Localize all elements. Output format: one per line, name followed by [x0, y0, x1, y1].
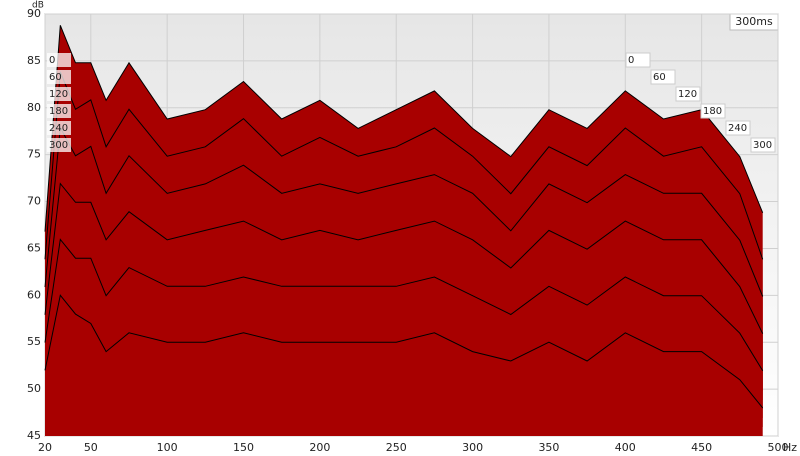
x-tick-label: 100	[157, 441, 178, 454]
x-tick-label: 300	[462, 441, 483, 454]
depth-label-box	[650, 69, 676, 85]
depth-tick-label: 0	[49, 55, 55, 66]
y-tick-label: 70	[27, 195, 41, 208]
depth-label-box	[47, 53, 71, 67]
slice-line	[44, 71, 764, 260]
depth-label-box	[725, 120, 751, 136]
depth-label-box	[47, 87, 71, 101]
y-axis-label: dB	[32, 1, 44, 11]
depth-label-box	[700, 103, 726, 119]
depth-tick-label: 240	[728, 123, 747, 134]
depth-label-box	[47, 70, 71, 84]
x-tick-label: 500	[768, 441, 789, 454]
x-tick-label: 50	[84, 441, 98, 454]
depth-label-box	[625, 52, 651, 68]
x-tick-label: 250	[386, 441, 407, 454]
x-tick-label: 400	[615, 441, 636, 454]
depth-label-box	[47, 104, 71, 118]
slice-line	[44, 294, 764, 409]
depth-tick-label: 120	[678, 89, 697, 100]
depth-label-box	[750, 137, 776, 153]
x-tick-label: 20	[38, 441, 52, 454]
x-tick-label: 200	[309, 441, 330, 454]
depth-label-box	[47, 121, 71, 135]
y-tick-label: 65	[27, 241, 41, 254]
depth-tick-label: 240	[49, 123, 68, 134]
y-tick-label: 80	[27, 101, 41, 114]
depth-tick-label: 120	[49, 89, 68, 100]
x-tick-label: 450	[691, 441, 712, 454]
depth-tick-label: 300	[753, 140, 772, 151]
depth-tick-label: 180	[49, 106, 68, 117]
depth-tick-label: 300	[49, 140, 68, 151]
y-tick-label: 50	[27, 382, 41, 395]
time-label: 300ms	[735, 15, 773, 28]
y-tick-label: 45	[27, 429, 41, 442]
y-tick-label: 85	[27, 54, 41, 67]
x-tick-label: 350	[538, 441, 559, 454]
slice-line	[44, 25, 764, 232]
y-tick-label: 55	[27, 335, 41, 348]
depth-tick-label: 180	[703, 106, 722, 117]
slice-line	[44, 126, 764, 297]
slice-line	[44, 182, 764, 334]
depth-tick-label: 60	[653, 72, 666, 83]
depth-label-box	[47, 138, 71, 152]
y-tick-label: 90	[27, 7, 41, 20]
depth-label-box	[675, 86, 701, 102]
depth-tick-label: 0	[628, 55, 634, 66]
depth-tick-label: 60	[49, 72, 62, 83]
y-tick-label: 75	[27, 148, 41, 161]
y-tick-label: 60	[27, 288, 41, 301]
x-axis-label: Hz	[783, 441, 797, 454]
slice-line	[44, 238, 764, 371]
slice-fill	[45, 295, 763, 436]
x-tick-label: 150	[233, 441, 254, 454]
